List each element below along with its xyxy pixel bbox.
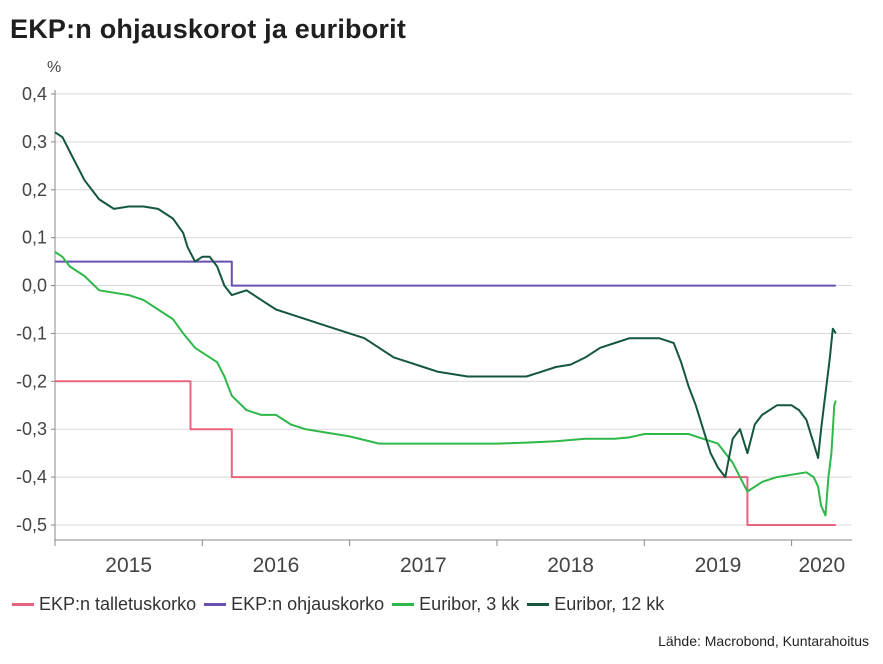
line-chart: % 0,4 0,3 0,2 0,1 0,0 -0,1 -0,2 -0,3 -0,4 -0,5 20… bbox=[16, 59, 852, 577]
chart-title: EKP:n ohjauskorot ja euriborit bbox=[10, 14, 407, 44]
y-axis-unit-label: % bbox=[47, 59, 61, 76]
x-tick-label: 2019 bbox=[695, 554, 742, 577]
y-tick-label: 0,2 bbox=[22, 180, 47, 200]
legend-label: Euribor, 3 kk bbox=[419, 594, 520, 614]
series-line-4 bbox=[54, 131, 837, 479]
y-tick-label: -0,5 bbox=[16, 515, 47, 535]
source-note: Lähde: Macrobond, Kuntarahoitus bbox=[658, 633, 869, 649]
x-tick-label: 2015 bbox=[105, 554, 152, 577]
y-tick-label: -0,2 bbox=[16, 371, 47, 391]
series-lines bbox=[54, 131, 837, 526]
legend-label: Euribor, 12 kk bbox=[554, 594, 665, 614]
y-tick-label: -0,3 bbox=[16, 419, 47, 439]
x-tick-label: 2020 bbox=[798, 554, 845, 577]
legend-item: EKP:n talletuskorko bbox=[12, 594, 196, 615]
series-line-1 bbox=[55, 380, 836, 526]
legend-swatch bbox=[204, 603, 227, 606]
y-tick-label: -0,4 bbox=[16, 467, 47, 487]
legend-label: EKP:n ohjauskorko bbox=[231, 594, 385, 614]
legend-swatch bbox=[392, 603, 415, 606]
y-tick-label: 0,0 bbox=[22, 276, 47, 296]
legend-item: Euribor, 12 kk bbox=[527, 594, 664, 615]
y-tick-label: -0,1 bbox=[16, 323, 47, 343]
axes bbox=[54, 90, 852, 541]
legend-item: Euribor, 3 kk bbox=[392, 594, 519, 615]
legend: EKP:n talletuskorko EKP:n ohjauskorko Euri… bbox=[12, 594, 672, 615]
x-tick-labels: 2015 2016 2017 2018 2019 2020 bbox=[54, 540, 845, 577]
y-tick-label: 0,1 bbox=[22, 228, 47, 248]
legend-item: EKP:n ohjauskorko bbox=[204, 594, 384, 615]
legend-label: EKP:n talletuskorko bbox=[39, 594, 197, 614]
legend-swatch bbox=[12, 603, 34, 606]
y-tick-label: 0,4 bbox=[22, 84, 47, 104]
gridlines bbox=[55, 93, 852, 526]
legend-swatch bbox=[527, 603, 550, 606]
series-line-2 bbox=[55, 260, 836, 287]
x-tick-label: 2018 bbox=[547, 554, 594, 577]
series-line-3 bbox=[54, 251, 837, 517]
y-tick-labels: 0,4 0,3 0,2 0,1 0,0 -0,1 -0,2 -0,3 -0,4 -0,5 bbox=[16, 84, 55, 535]
y-tick-label: 0,3 bbox=[22, 132, 47, 152]
x-tick-label: 2016 bbox=[253, 554, 300, 577]
x-tick-label: 2017 bbox=[400, 554, 447, 577]
